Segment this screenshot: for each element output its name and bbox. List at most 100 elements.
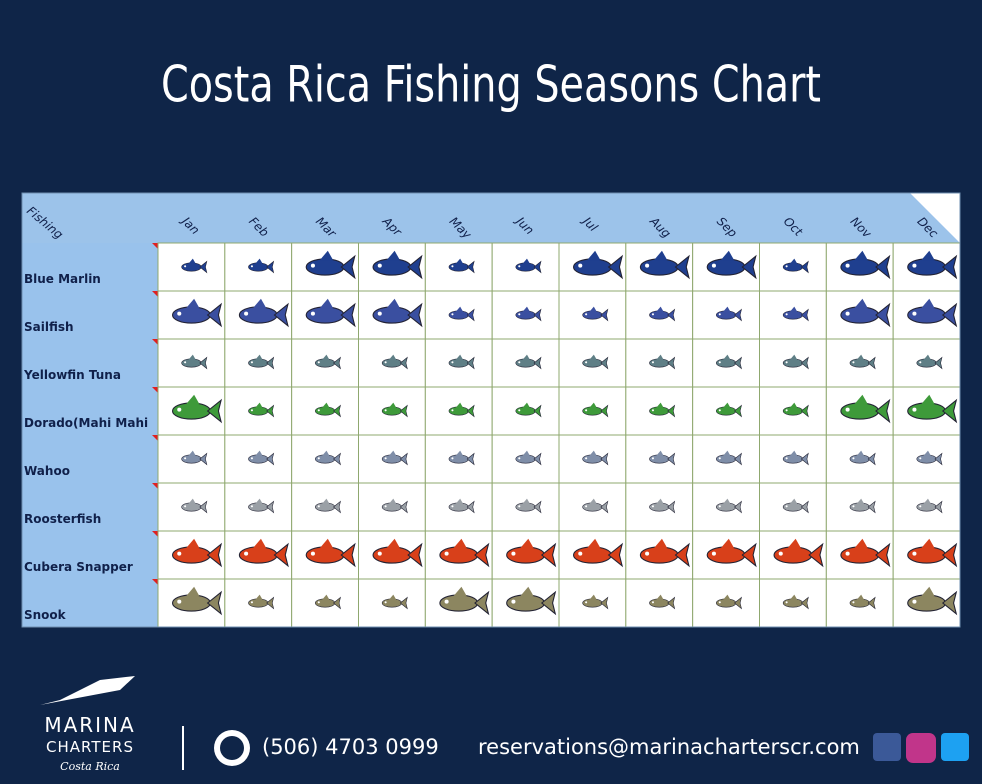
fish-icon	[181, 354, 208, 370]
fish-tail	[540, 590, 557, 616]
whatsapp-inner	[220, 736, 244, 760]
phone[interactable]: (506) 4703 0999	[262, 735, 439, 759]
fish-fin	[252, 298, 267, 309]
fish-eye	[250, 505, 253, 508]
fish-eye	[518, 361, 521, 364]
fish-tail	[266, 260, 275, 274]
fish-fin	[252, 538, 267, 549]
fish-eye	[377, 551, 382, 556]
fish-icon	[582, 402, 609, 418]
fish-icon	[849, 354, 876, 370]
fish-tail	[741, 542, 757, 568]
fish-tail	[333, 500, 341, 514]
fish-fin	[389, 450, 397, 456]
fish-tail	[540, 542, 557, 568]
fish-eye	[718, 313, 721, 316]
fish-tail	[800, 596, 809, 610]
fish-fin	[653, 538, 668, 549]
fish-tail	[466, 308, 475, 322]
fish-icon	[782, 450, 809, 466]
instagram-icon[interactable]	[906, 733, 936, 763]
fish-icon-peak	[439, 538, 490, 568]
fish-icon-peak	[840, 538, 891, 568]
fish-icon	[448, 498, 475, 514]
fish-fin	[723, 402, 731, 408]
fish-tail	[266, 500, 275, 514]
season-table: Fishing Jan Feb Mar Apr May Jun Jul Aug Sep Oct Nov…	[21, 192, 961, 628]
fish-icon	[849, 450, 876, 466]
fish-tail	[875, 398, 891, 424]
fish-icon	[582, 594, 609, 610]
fish-eye	[785, 601, 788, 604]
twitter-icon[interactable]	[941, 733, 969, 761]
fish-icon-peak	[572, 250, 624, 280]
fish-icon	[181, 450, 208, 466]
row-name: Dorado(Mahi Mahi	[24, 416, 148, 430]
fish-eye	[511, 599, 516, 604]
fish-fin	[856, 498, 864, 504]
fish-icon	[916, 450, 943, 466]
email[interactable]: reservations@marinacharterscr.com	[478, 735, 860, 759]
fish-icon-peak	[706, 538, 757, 568]
fish-tail	[667, 596, 676, 610]
fish-tail	[399, 404, 408, 418]
fish-fin	[188, 354, 196, 360]
fish-eye	[778, 551, 783, 556]
fish-icon-peak	[238, 538, 289, 568]
fish-icon	[582, 450, 609, 466]
fish-icon-peak	[439, 586, 490, 616]
fish-eye	[177, 551, 182, 556]
fish-fin	[322, 594, 330, 600]
fish-eye	[317, 601, 320, 604]
fish-tail	[399, 452, 408, 466]
fish-tail	[934, 452, 943, 466]
fish-tail	[533, 404, 542, 418]
fish-tail	[206, 398, 223, 424]
fish-icon-peak	[171, 298, 223, 328]
fish-icon	[248, 594, 275, 610]
fish-fin	[854, 250, 868, 261]
fish-tail	[800, 452, 809, 466]
fish-eye	[912, 311, 917, 316]
fish-tail	[340, 542, 356, 568]
fish-icon	[716, 594, 742, 610]
row-marker	[152, 435, 158, 441]
fish-eye	[585, 601, 588, 604]
fish-tail	[674, 254, 690, 280]
fish-eye	[384, 457, 387, 460]
fish-eye	[585, 457, 588, 460]
fish-eye	[377, 311, 382, 316]
fish-fin	[455, 258, 463, 264]
fish-fin	[856, 450, 864, 456]
fish-tail	[206, 590, 223, 616]
fish-icon	[248, 450, 275, 466]
facebook-icon[interactable]	[873, 733, 901, 761]
fish-icon	[782, 258, 809, 274]
fish-eye	[785, 409, 788, 412]
fish-eye	[511, 551, 516, 556]
fish-icon-peak	[572, 538, 624, 568]
fish-fin	[522, 258, 530, 264]
fish-eye	[919, 361, 922, 364]
fish-tail	[934, 500, 943, 514]
fish-icon	[849, 594, 876, 610]
fish-icon	[448, 258, 475, 274]
fish-tail	[800, 404, 809, 418]
fish-eye	[651, 409, 654, 412]
fish-eye	[317, 457, 320, 460]
fish-icon	[315, 594, 341, 610]
fish-tail	[533, 308, 542, 322]
row-marker	[152, 579, 158, 585]
fish-fin	[790, 594, 798, 600]
fish-icon	[916, 354, 943, 370]
fish-eye	[184, 457, 187, 460]
fish-eye	[518, 409, 521, 412]
fish-eye	[718, 457, 721, 460]
fish-tail	[399, 500, 408, 514]
fish-tail	[741, 254, 757, 280]
fish-fin	[255, 594, 263, 600]
fish-fin	[856, 594, 864, 600]
fish-eye	[250, 457, 253, 460]
fish-eye	[645, 263, 650, 268]
fish-icon	[782, 498, 809, 514]
